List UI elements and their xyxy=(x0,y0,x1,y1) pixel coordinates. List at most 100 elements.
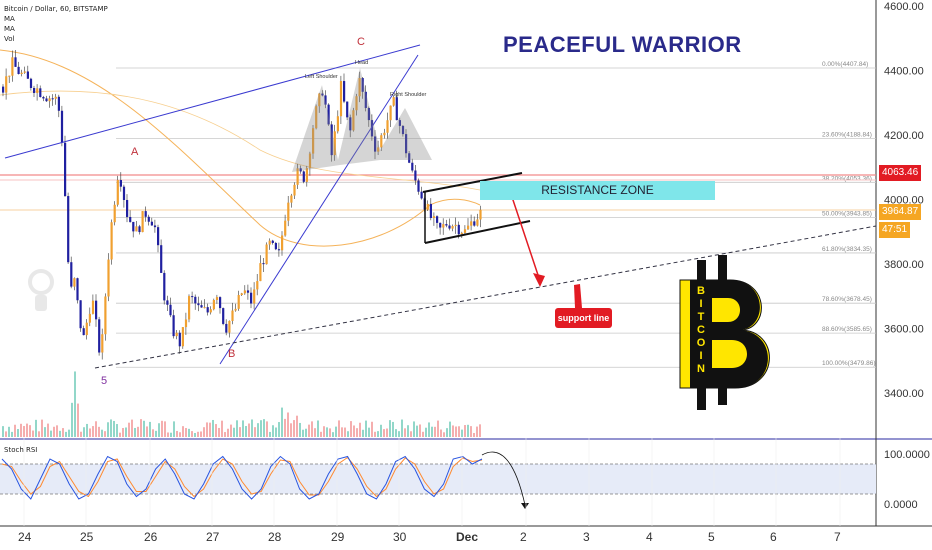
candle-body xyxy=(36,88,39,93)
candle-body xyxy=(14,57,17,67)
volume-bar xyxy=(215,424,217,437)
candle-body xyxy=(2,86,5,93)
volume-bar xyxy=(230,424,232,437)
volume-bar xyxy=(455,426,457,437)
volume-bar xyxy=(209,422,211,437)
candle-body xyxy=(110,222,113,260)
volume-bar xyxy=(83,427,85,437)
candle-body xyxy=(39,88,42,98)
candle-body xyxy=(107,259,110,297)
volume-bar xyxy=(11,431,13,437)
wave-label-5: 5 xyxy=(101,375,107,387)
candle-body xyxy=(318,93,321,107)
candle-body xyxy=(454,224,457,227)
price-tag-last: 3964.87 xyxy=(879,204,922,220)
candle-body xyxy=(411,162,414,171)
volume-bar xyxy=(323,426,325,437)
indicator-ma-1[interactable]: MA xyxy=(4,15,15,23)
volume-bar xyxy=(32,430,34,437)
volume-bar xyxy=(113,420,115,437)
candle-body xyxy=(367,107,370,121)
volume-bar xyxy=(458,426,460,437)
candle-body xyxy=(54,96,57,99)
volume-bar xyxy=(197,431,199,437)
volume-bar xyxy=(239,427,241,437)
volume-bar xyxy=(251,419,253,437)
volume-bar xyxy=(275,427,277,437)
candle-body xyxy=(364,91,367,108)
volume-bar xyxy=(359,422,361,437)
candle-body xyxy=(392,97,395,106)
candle-body xyxy=(253,289,256,304)
volume-bar xyxy=(29,425,31,437)
candle-body xyxy=(98,319,101,353)
volume-bar xyxy=(17,429,19,437)
volume-bar xyxy=(377,431,379,437)
candle-body xyxy=(64,142,67,197)
volume-bar xyxy=(392,421,394,437)
candle-body xyxy=(448,225,451,229)
volume-bar xyxy=(473,432,475,437)
volume-bar xyxy=(326,427,328,437)
time-tick-label: 25 xyxy=(80,530,94,544)
volume-bar xyxy=(338,420,340,437)
volume-bar xyxy=(446,428,448,437)
lightbulb-bulb xyxy=(28,269,54,295)
volume-bar xyxy=(320,431,322,437)
wave-label-a: A xyxy=(131,146,139,158)
candle-body xyxy=(225,323,228,333)
price-tick-label: 3800.00 xyxy=(884,259,924,271)
fib-level-label: 23.60%(4188.84) xyxy=(822,132,872,139)
indicator-vol[interactable]: Vol xyxy=(4,35,15,43)
candle-body xyxy=(240,293,243,296)
candle-body xyxy=(451,226,454,229)
volume-bar xyxy=(383,429,385,437)
price-tick-label: 3600.00 xyxy=(884,324,924,336)
candle-body xyxy=(361,78,364,92)
volume-bar xyxy=(479,424,481,437)
candle-body xyxy=(262,263,265,265)
candle-body xyxy=(274,242,277,250)
indicator-ma-2[interactable]: MA xyxy=(4,25,15,33)
candle-body xyxy=(178,332,181,347)
volume-bar xyxy=(35,419,37,437)
volume-bar xyxy=(146,426,148,437)
volume-bar xyxy=(101,429,103,437)
fib-level-label: 61.80%(3834.35) xyxy=(822,246,872,253)
time-tick-label: 29 xyxy=(331,530,345,544)
candle-body xyxy=(377,147,380,152)
candle-body xyxy=(432,216,436,219)
candle-body xyxy=(305,168,308,182)
volume-bar xyxy=(386,428,388,437)
volume-bar xyxy=(419,424,421,437)
volume-bar xyxy=(281,407,283,437)
candle-body xyxy=(116,180,119,205)
bitcoin-letter: C xyxy=(697,324,705,336)
volume-bar xyxy=(92,426,94,437)
candle-body xyxy=(259,263,262,282)
volume-bar xyxy=(317,420,319,437)
candle-body xyxy=(91,300,95,314)
candle-body xyxy=(135,226,138,232)
candle-body xyxy=(246,290,250,293)
volume-bar xyxy=(68,429,70,437)
candle-body xyxy=(122,186,126,200)
candle-body xyxy=(457,224,460,235)
volume-bar xyxy=(470,426,472,437)
volume-bar xyxy=(416,425,418,437)
time-tick-label: 26 xyxy=(144,530,158,544)
volume-bar xyxy=(434,426,436,437)
volume-bar xyxy=(158,423,160,437)
volume-bar xyxy=(272,425,274,437)
bitcoin-letter: N xyxy=(697,363,705,375)
candle-body xyxy=(104,296,107,335)
volume-bar xyxy=(467,424,469,437)
price-tick-label: 4000.00 xyxy=(884,195,924,207)
head-shoulders-shape xyxy=(292,68,432,172)
candle-body xyxy=(191,296,194,298)
volume-bar xyxy=(5,431,7,437)
price-tick-label: 4600.00 xyxy=(884,1,924,13)
moving-average-line xyxy=(0,49,481,247)
candle-body xyxy=(129,216,132,222)
